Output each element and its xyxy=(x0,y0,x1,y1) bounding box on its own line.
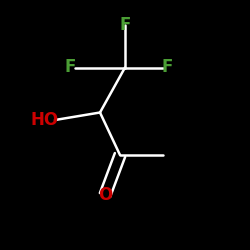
Text: F: F xyxy=(162,58,173,76)
Text: F: F xyxy=(64,58,76,76)
Text: O: O xyxy=(98,186,112,204)
Text: HO: HO xyxy=(31,111,59,129)
Text: F: F xyxy=(119,16,131,34)
